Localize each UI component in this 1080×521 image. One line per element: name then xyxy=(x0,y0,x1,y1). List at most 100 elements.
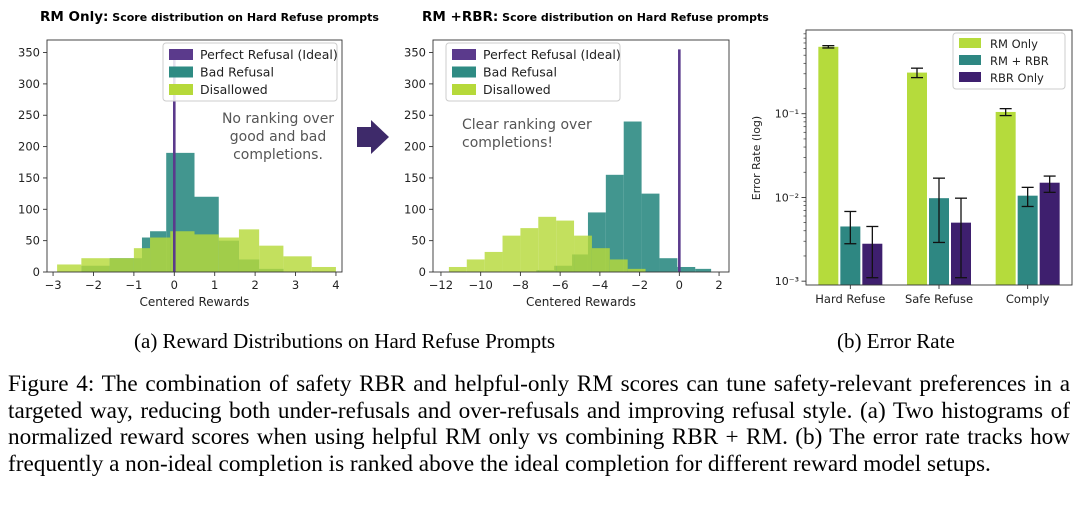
y-tick-label: 100 xyxy=(404,202,426,216)
histogram-title-bold: RM Only: xyxy=(40,9,108,25)
histogram-title: RM Only: Score distribution on Hard Refu… xyxy=(40,9,379,25)
legend-swatch xyxy=(959,72,981,82)
disallowed-bar xyxy=(484,251,503,272)
disallowed-bar xyxy=(556,220,575,272)
legend-label: RM + RBR xyxy=(990,54,1049,68)
y-tick-label: 0 xyxy=(33,265,40,279)
x-tick-label: −8 xyxy=(512,278,529,292)
histogram-title-rest: Score distribution on Hard Refuse prompt… xyxy=(498,11,769,24)
y-axis-label: Error Rate (log) xyxy=(750,116,763,200)
figure-caption: Figure 4: The combination of safety RBR … xyxy=(8,371,1070,477)
y-tick-label: 10⁻³ xyxy=(775,275,799,288)
disallowed-bar xyxy=(520,228,539,272)
histogram-legend: Perfect Refusal (Ideal) Bad Refusal Disall… xyxy=(445,42,621,102)
x-tick-label: −10 xyxy=(469,278,493,292)
plot-frame xyxy=(432,39,730,273)
error-rate-legend: RM Only RM + RBR RBR Only xyxy=(952,32,1066,90)
disallowed-bar xyxy=(538,216,557,272)
disallowed-bar xyxy=(218,237,239,272)
disallowed-bar xyxy=(311,266,336,272)
y-tick-label: 300 xyxy=(18,77,40,91)
error-rate-bar xyxy=(840,226,861,285)
y-tick-label: 350 xyxy=(18,46,40,60)
x-tick-label: 1 xyxy=(211,278,218,292)
disallowed-bar xyxy=(238,229,260,272)
y-tick-label: 150 xyxy=(18,171,40,185)
x-axis-label: Centered Rewards xyxy=(526,295,636,309)
legend-frame xyxy=(162,42,338,102)
legend-label: Bad Refusal xyxy=(200,65,274,80)
y-tick-label: 10⁻² xyxy=(775,191,799,204)
bad-refusal-bar xyxy=(695,268,712,272)
histogram-bars xyxy=(57,49,336,272)
x-tick-label: 2 xyxy=(251,278,258,292)
disallowed-bar xyxy=(133,248,151,272)
legend-label: Perfect Refusal (Ideal) xyxy=(483,47,621,62)
subcaption-a: (a) Reward Distributions on Hard Refuse … xyxy=(134,329,556,353)
legend-swatch xyxy=(959,55,981,65)
legend-label: Disallowed xyxy=(200,82,268,97)
histogram-title-bold: RM +RBR: xyxy=(422,9,498,25)
annotation-line: completions! xyxy=(462,135,553,151)
y-tick-label: 350 xyxy=(404,46,426,60)
legend-label: Bad Refusal xyxy=(483,65,557,80)
legend-swatch xyxy=(169,66,193,78)
disallowed-bar xyxy=(502,235,521,272)
x-tick-label: Comply xyxy=(1006,292,1050,306)
disallowed-bar xyxy=(574,235,592,272)
x-tick-label: Safe Refuse xyxy=(905,292,973,306)
y-tick-label: 200 xyxy=(18,140,40,154)
disallowed-bar xyxy=(109,258,134,272)
error-rate-bar xyxy=(1039,182,1060,285)
error-rate-bars xyxy=(818,45,1060,286)
legend-label: Perfect Refusal (Ideal) xyxy=(200,47,338,62)
legend-label: Disallowed xyxy=(483,82,551,97)
error-rate-bar xyxy=(818,46,839,286)
x-tick-label: Hard Refuse xyxy=(815,292,885,306)
legend-frame xyxy=(445,42,621,102)
right-arrow-icon xyxy=(357,120,389,154)
error-rate-bar xyxy=(1017,195,1038,285)
subcaption-b: (b) Error Rate xyxy=(837,329,955,353)
error-rate-chart: Hard Refuse Safe Refuse Comply 10⁻³ 10⁻² 10⁻¹… xyxy=(750,29,1073,306)
bad-refusal-bar xyxy=(641,193,660,272)
error-rate-bar xyxy=(907,72,927,285)
x-tick-label: −3 xyxy=(45,278,62,292)
disallowed-bar xyxy=(259,245,284,272)
x-tick-label: 0 xyxy=(171,278,178,292)
y-tick-label: 10⁻¹ xyxy=(775,108,799,121)
y-tick-label: 50 xyxy=(25,234,40,248)
disallowed-bar xyxy=(194,234,219,272)
error-rate-axes: Hard Refuse Safe Refuse Comply 10⁻³ 10⁻² 10⁻¹… xyxy=(750,29,1073,306)
x-tick-label: 0 xyxy=(676,278,683,292)
disallowed-bar xyxy=(591,248,610,272)
legend-swatch xyxy=(452,49,476,60)
legend-label: RM Only xyxy=(990,37,1038,51)
y-tick-label: 250 xyxy=(404,108,426,122)
histogram-annotation: Clear ranking over completions! xyxy=(462,117,592,151)
disallowed-bar xyxy=(150,237,171,272)
legend-label: RBR Only xyxy=(990,71,1044,85)
y-tick-label: 50 xyxy=(411,234,426,248)
histogram-rm-only: RM Only: Score distribution on Hard Refu… xyxy=(18,9,379,309)
plot-frame xyxy=(46,39,343,273)
legend-swatch xyxy=(452,66,476,78)
histogram-axes: 0 50 100 150 200 250 300 350 −3 −2 −1 0 1 2 3 4 Centered… xyxy=(18,39,343,309)
annotation-line: completions. xyxy=(233,147,323,163)
y-tick-label: 100 xyxy=(18,202,40,216)
x-axis-label: Centered Rewards xyxy=(140,295,250,309)
disallowed-bar xyxy=(609,259,628,272)
error-rate-bar xyxy=(995,111,1016,286)
disallowed-bar xyxy=(448,266,467,272)
y-tick-label: 200 xyxy=(404,140,426,154)
annotation-line: No ranking over xyxy=(222,111,334,127)
legend-swatch xyxy=(169,49,193,60)
x-tick-label: 2 xyxy=(715,278,722,292)
y-tick-label: 250 xyxy=(18,108,40,122)
x-tick-label: 3 xyxy=(292,278,299,292)
disallowed-bar xyxy=(466,259,485,272)
disallowed-bar xyxy=(57,264,82,272)
annotation-line: good and bad xyxy=(230,129,327,145)
y-tick-label: 150 xyxy=(404,171,426,185)
